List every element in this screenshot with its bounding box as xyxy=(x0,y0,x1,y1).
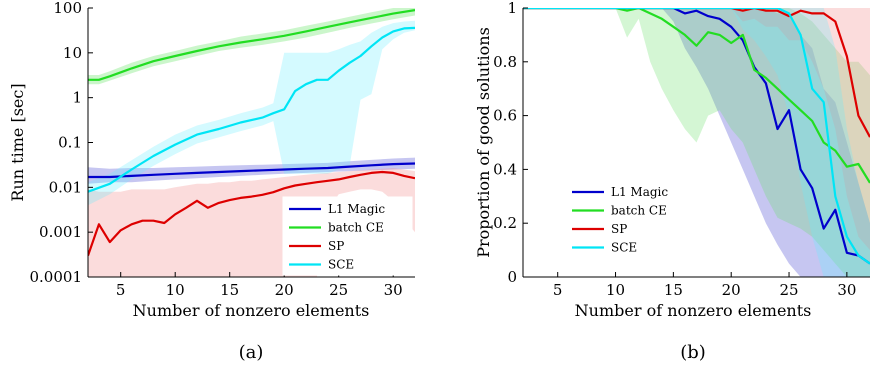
legend-entry: L1 Magic xyxy=(611,185,668,199)
y-tick-label: 0.8 xyxy=(493,53,517,71)
x-tick-label: 30 xyxy=(837,281,856,299)
legend-entry: L1 Magic xyxy=(328,202,385,216)
series-line-sp xyxy=(88,170,415,256)
series-line-batch-ce xyxy=(523,8,870,184)
y-axis-label: Run time [sec] xyxy=(8,83,27,201)
x-axis-label: Number of nonzero elements xyxy=(575,301,812,320)
legend-entry: SCE xyxy=(328,258,354,272)
y-tick-label: 0.001 xyxy=(39,223,82,241)
chart-panel-a: 0.0001 0.001 0.01 0.1 1 10 100 5 10 15 20 25 30 Numbe… xyxy=(8,0,415,363)
series-line-sp xyxy=(523,8,870,138)
y-tick-label: 0.4 xyxy=(493,160,517,178)
panel-caption: (a) xyxy=(239,342,264,363)
x-tick-label: 10 xyxy=(166,281,185,299)
series-line-sce xyxy=(523,8,870,265)
band-sp xyxy=(523,8,870,251)
plot-area xyxy=(523,8,870,277)
y-tick-label: 1 xyxy=(72,89,82,107)
y-tick-label: 100 xyxy=(53,0,82,17)
legend-entry: batch CE xyxy=(328,221,384,235)
legend-entry: batch CE xyxy=(611,204,667,218)
legend: L1 Magic batch CE SP SCE xyxy=(282,196,413,276)
legend-entry: SP xyxy=(328,239,344,253)
y-tick-label: 0.1 xyxy=(58,134,82,152)
panel-caption: (b) xyxy=(680,342,706,363)
legend-entry: SCE xyxy=(611,241,637,255)
series-line-batch-ce xyxy=(88,9,415,81)
y-tick-label: 1 xyxy=(507,0,517,17)
x-tick-label: 20 xyxy=(275,281,294,299)
legend: L1 Magic batch CE SP SCE xyxy=(566,180,668,258)
x-tick-label: 25 xyxy=(779,281,798,299)
x-tick-label: 20 xyxy=(722,281,741,299)
x-tick-label: 25 xyxy=(329,281,348,299)
x-tick-label: 5 xyxy=(116,281,126,299)
y-tick-label: 0 xyxy=(507,268,517,286)
band-l1-magic xyxy=(523,8,870,277)
band-sce xyxy=(88,20,415,206)
series-line-sce xyxy=(88,26,415,193)
band-batch-ce xyxy=(88,8,415,85)
x-tick-label: 5 xyxy=(553,281,563,299)
y-tick-label: 0.0001 xyxy=(30,268,83,286)
y-tick-label: 0.2 xyxy=(493,214,517,232)
series-line-l1-magic xyxy=(88,162,415,179)
series-line-l1-magic xyxy=(523,8,870,265)
x-axis-label: Number of nonzero elements xyxy=(133,301,370,320)
band-sce xyxy=(523,8,870,277)
plot-area xyxy=(88,8,415,277)
x-tick-label: 15 xyxy=(664,281,683,299)
y-tick-label: 0.6 xyxy=(493,107,517,125)
legend-entry: SP xyxy=(611,222,627,236)
y-tick-label: 10 xyxy=(63,44,82,62)
x-tick-label: 10 xyxy=(606,281,625,299)
y-axis-label: Proportion of good solutions xyxy=(474,27,493,258)
band-sp xyxy=(88,168,415,277)
y-tick-label: 0.01 xyxy=(49,178,82,196)
band-batch-ce xyxy=(523,8,870,277)
x-tick-label: 30 xyxy=(384,281,403,299)
x-tick-label: 15 xyxy=(220,281,239,299)
